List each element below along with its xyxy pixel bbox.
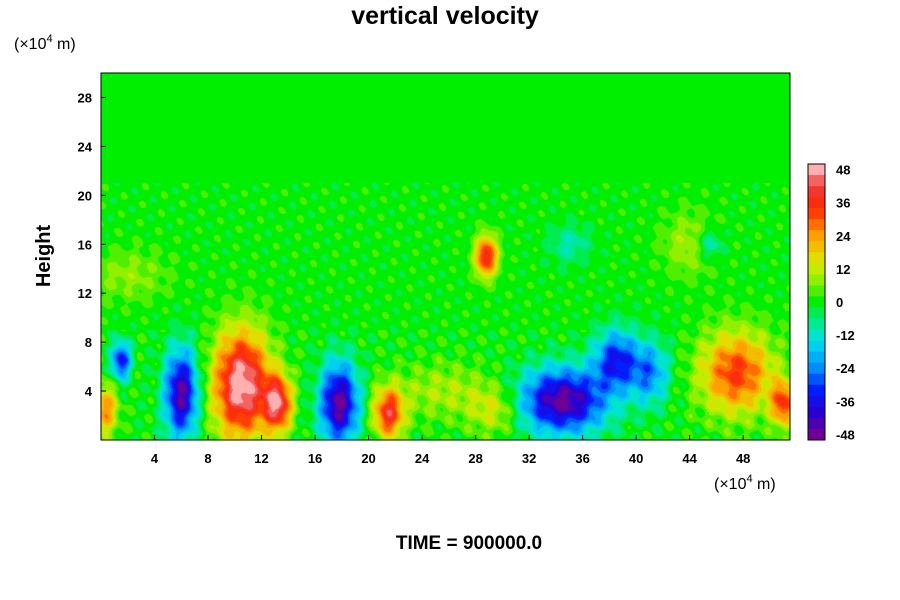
colorbar-tick-label: -24 [836,361,856,376]
x-tick-label: 40 [629,451,643,466]
velocity-field-image [101,73,790,440]
y-axis-ticks: 4 8 12 16 20 24 28 [78,90,106,399]
colorbar-swatch [808,373,825,386]
colorbar-tick-label: -36 [836,394,855,409]
colorbar-swatch [808,241,825,253]
colorbar-swatch [808,175,825,187]
colorbar-swatch [808,219,825,231]
colorbar-tick-label: 36 [836,196,850,211]
colorbar-tick-label: -12 [836,328,855,343]
x-axis-ticks: 4 8 12 16 20 24 28 32 36 40 44 48 [151,435,750,466]
colorbar-swatch [808,230,825,242]
y-tick-label: 12 [78,286,92,301]
colorbar-swatch [808,263,825,275]
colorbar-swatch [808,329,825,341]
velocity-field [100,72,791,441]
x-tick-label: 24 [415,451,430,466]
colorbar-swatch [808,428,825,441]
colorbar-swatch [808,362,825,375]
y-tick-label: 8 [85,335,92,350]
x-tick-label: 4 [151,451,159,466]
colorbar-swatch [808,318,825,330]
chart-title: vertical velocity [351,2,539,30]
y-tick-label: 20 [78,188,92,203]
y-tick-label: 4 [85,384,93,399]
colorbar-swatch [808,406,825,419]
x-tick-label: 32 [522,451,536,466]
x-tick-label: 48 [736,451,750,466]
y-tick-label: 24 [78,139,93,154]
colorbar-swatch [808,340,825,352]
colorbar-swatch [808,197,825,209]
colorbar-swatch [808,351,825,364]
colorbar-tick-label: 12 [836,262,850,277]
colorbar-swatch [808,252,825,264]
colorbar-swatch [808,395,825,408]
colorbar-swatch [808,208,825,220]
colorbar-tick-label: 0 [836,295,843,310]
colorbar-swatch [808,186,825,198]
x-axis-unit: (×104 m) [714,473,776,493]
y-axis-label: Height [33,225,55,288]
x-tick-label: 8 [204,451,211,466]
y-tick-label: 28 [78,90,92,105]
x-tick-label: 20 [361,451,375,466]
y-axis-unit: (×104 m) [14,33,76,53]
x-tick-label: 12 [254,451,268,466]
colorbar-swatch [808,296,825,308]
x-tick-label: 44 [682,451,697,466]
colorbar-swatch [808,417,825,430]
colorbar-tick-label: 48 [836,163,850,178]
plot-frame [100,72,791,441]
colorbar-tick-label: 24 [836,229,851,244]
colorbar-tick-label: -48 [836,427,855,442]
colorbar-swatch [808,274,825,286]
colorbar-swatch [808,164,825,176]
colorbar-swatch [808,384,825,397]
colorbar-swatch [808,307,825,319]
colorbar-frame [807,163,826,441]
y-tick-label: 16 [78,237,92,252]
x-tick-label: 28 [468,451,482,466]
x-tick-label: 16 [308,451,322,466]
time-label: TIME = 900000.0 [396,533,542,554]
colorbar: 48 36 24 12 0 -12 -24 -36 -48 [807,163,856,442]
x-tick-label: 36 [575,451,589,466]
colorbar-swatch [808,285,825,297]
